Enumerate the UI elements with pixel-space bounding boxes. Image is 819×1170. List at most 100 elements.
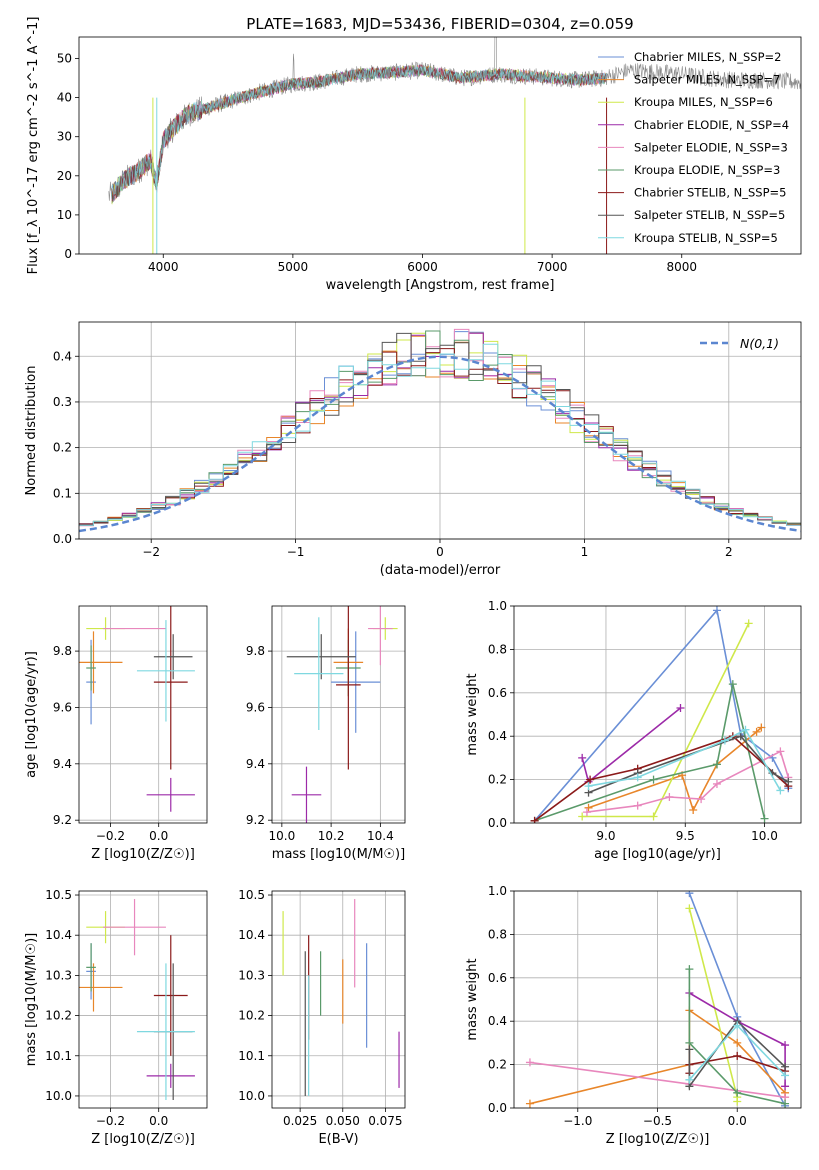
axes-frame — [78, 890, 208, 1109]
data-point — [685, 1075, 694, 1084]
data-point — [584, 803, 593, 812]
legend: Chabrier MILES, N_SSP=2 Salpeter MILES, N… — [598, 50, 789, 245]
y-tick-label: 30 — [57, 130, 72, 144]
x-tick-label: 9.0 — [596, 829, 615, 843]
y-tick-label: 0.1 — [53, 486, 72, 500]
model-spectrum — [111, 64, 607, 203]
x-tick-label: 2 — [725, 545, 733, 559]
panel-mass_vs_ebv: 0.025 0.050 0.075 10.0 10.1 10.2 10.3 10.4 10.5 E… — [238, 888, 406, 1147]
data-point — [733, 1088, 742, 1097]
normal-curve — [79, 355, 801, 533]
model-spectrum — [111, 64, 607, 202]
data-point — [676, 703, 685, 712]
plot-area — [108, 37, 801, 254]
series-line — [533, 608, 790, 822]
plot-area — [79, 899, 195, 1100]
panel-spectrum: 4000 5000 6000 7000 8000 0 10 20 30 40 50 wavelengt… — [26, 17, 802, 293]
data-point — [733, 1021, 742, 1030]
legend: N(0,1) — [700, 336, 779, 351]
data-point — [781, 1099, 790, 1108]
y-tick-label: 0.2 — [488, 773, 507, 787]
y-axis-label: mass [log10(M/M☉)] — [24, 933, 39, 1066]
legend-label: Kroupa ELODIE, N_SSP=3 — [634, 163, 780, 177]
series-line — [688, 969, 786, 1105]
y-tick-label: 9.6 — [246, 700, 265, 714]
data-point — [728, 680, 737, 689]
legend-label: Salpeter STELIB, N_SSP=5 — [634, 208, 785, 222]
y-tick-label: 9.8 — [246, 644, 265, 658]
x-tick-label: 0.0 — [149, 829, 168, 843]
data-point — [744, 619, 753, 628]
y-tick-label: 10.2 — [45, 1009, 72, 1023]
data-point — [685, 965, 694, 974]
x-tick-label: 1 — [581, 545, 589, 559]
y-tick-label: 0.8 — [488, 642, 507, 656]
x-tick-label: −1.0 — [563, 1114, 592, 1128]
y-tick-label: 10.3 — [238, 968, 265, 982]
x-tick-label: 0.0 — [728, 1114, 747, 1128]
model-spectrum — [111, 64, 607, 200]
y-tick-label: 0.2 — [53, 441, 72, 455]
y-tick-label: 0.6 — [488, 686, 507, 700]
x-tick-label: 0.0 — [149, 1114, 168, 1128]
y-tick-label: 9.4 — [246, 757, 265, 771]
plot-area — [525, 891, 790, 1108]
x-axis-label: wavelength [Angstrom, rest frame] — [326, 278, 555, 293]
data-point — [781, 1062, 790, 1071]
y-tick-label: 10.1 — [238, 1049, 265, 1063]
y-tick-label: 10.5 — [45, 888, 72, 902]
data-point — [781, 1082, 790, 1091]
x-tick-label: 6000 — [407, 260, 438, 274]
data-point — [781, 1041, 790, 1050]
model-spectrum — [111, 64, 607, 202]
y-tick-label: 0.6 — [488, 971, 507, 985]
figure-title: PLATE=1683, MJD=53436, FIBERID=0304, z=0… — [246, 15, 633, 33]
data-point — [741, 725, 750, 734]
data-point — [733, 1051, 742, 1060]
y-tick-label: 10.5 — [238, 888, 265, 902]
axes-frame — [513, 605, 802, 824]
y-tick-label: 10.0 — [45, 1089, 72, 1103]
y-tick-label: 10 — [57, 208, 72, 222]
y-tick-label: 0.3 — [53, 395, 72, 409]
data-point — [685, 1045, 694, 1054]
series-line — [588, 726, 762, 813]
data-point — [752, 727, 761, 736]
axes-frame — [271, 605, 406, 824]
data-point — [720, 736, 729, 745]
y-tick-label: 1.0 — [488, 884, 507, 898]
y-tick-label: 10.1 — [45, 1049, 72, 1063]
x-tick-label: 10.0 — [268, 829, 295, 843]
x-tick-label: 5000 — [278, 260, 309, 274]
y-tick-label: 9.6 — [53, 700, 72, 714]
legend-label: Kroupa MILES, N_SSP=6 — [634, 95, 773, 109]
data-point — [712, 760, 721, 769]
data-point — [649, 775, 658, 784]
y-tick-label: 0.0 — [488, 816, 507, 830]
legend-label: Chabrier ELODIE, N_SSP=4 — [634, 118, 789, 132]
x-tick-label: 7000 — [537, 260, 568, 274]
data-point — [586, 775, 595, 784]
data-point — [697, 795, 706, 804]
data-point — [776, 747, 785, 756]
data-point — [584, 782, 593, 791]
panel-mass_weight_vs_Z: −1.0 −0.5 0.0 0.0 0.2 0.4 0.6 0.8 1.0 Z [log10(Z/… — [465, 884, 802, 1147]
model-spectrum — [111, 65, 607, 202]
y-tick-label: 50 — [57, 52, 72, 66]
data-point — [665, 792, 674, 801]
y-tick-label: 0.4 — [488, 729, 507, 743]
data-point — [649, 812, 658, 821]
model-spectrum — [111, 64, 607, 201]
data-point — [757, 723, 766, 732]
x-tick-label: 0.075 — [368, 1114, 402, 1128]
data-point — [578, 812, 587, 821]
series-line — [534, 683, 766, 822]
data-point — [784, 777, 793, 786]
y-tick-label: 10.0 — [238, 1089, 265, 1103]
data-point — [733, 1097, 742, 1106]
y-tick-label: 0 — [64, 247, 72, 261]
legend-label: Salpeter MILES, N_SSP=7 — [634, 73, 780, 87]
y-tick-label: 10.2 — [238, 1009, 265, 1023]
y-tick-label: 0.2 — [488, 1058, 507, 1072]
y-tick-label: 9.8 — [53, 644, 72, 658]
